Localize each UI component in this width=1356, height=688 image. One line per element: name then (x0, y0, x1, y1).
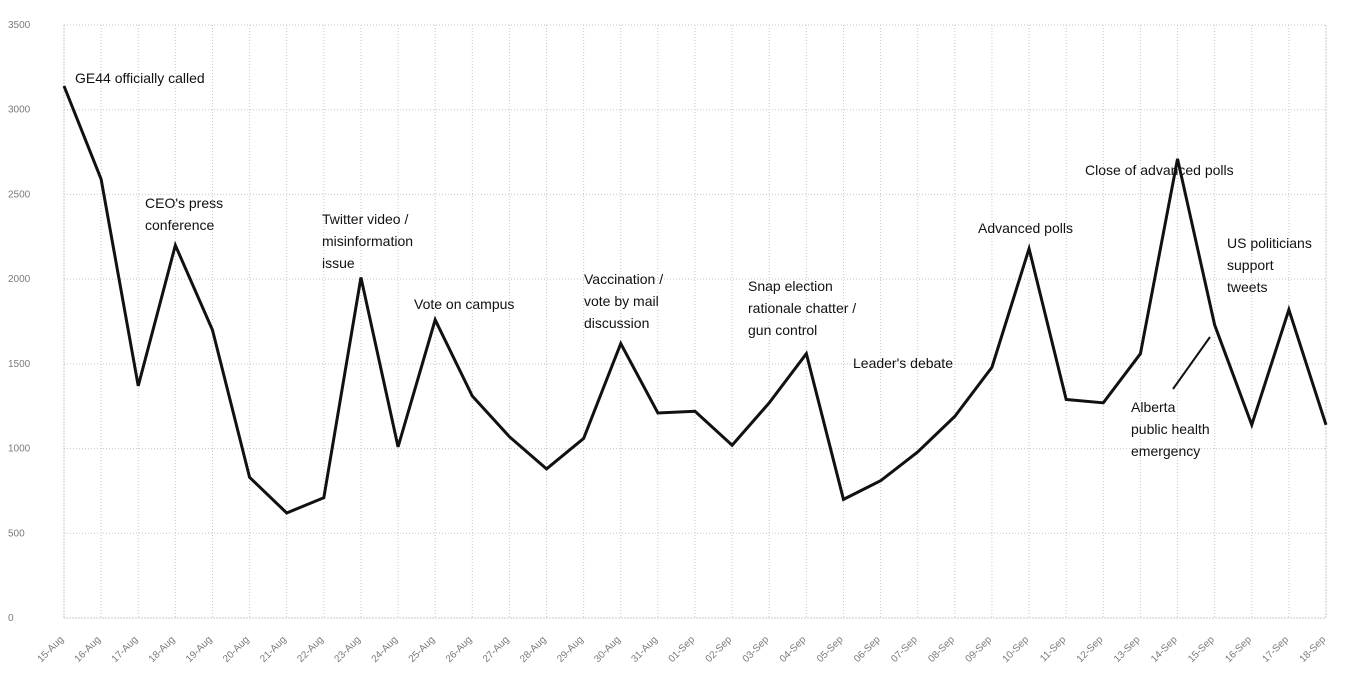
x-tick-label: 11-Sep (1038, 634, 1068, 664)
x-tick-label: 16-Sep (1223, 634, 1254, 665)
x-tick-label: 14-Sep (1149, 634, 1180, 665)
x-tick-label: 12-Sep (1075, 634, 1106, 665)
x-tick-label: 25-Aug (407, 634, 438, 665)
x-tick-label: 28-Aug (518, 634, 549, 665)
annotation-label: GE44 officially called (75, 70, 205, 86)
x-tick-label: 24-Aug (370, 634, 401, 665)
annotation-leader-line (1172, 336, 1211, 390)
x-tick-label: 30-Aug (592, 634, 623, 665)
x-tick-label: 08-Sep (926, 634, 957, 665)
x-tick-label: 23-Aug (332, 634, 363, 665)
x-tick-label: 01-Sep (667, 634, 698, 665)
x-tick-label: 18-Aug (147, 634, 178, 665)
y-tick-label: 2500 (8, 189, 31, 200)
x-tick-label: 06-Sep (852, 634, 883, 665)
x-tick-label: 05-Sep (815, 634, 846, 665)
x-tick-label: 15-Aug (36, 634, 67, 665)
series-layer (62, 85, 1328, 515)
x-tick-label: 19-Aug (184, 634, 215, 665)
y-tick-label: 3500 (8, 20, 31, 31)
x-tick-label: 13-Sep (1112, 634, 1143, 665)
annotation-label: Vaccination / vote by mail discussion (584, 271, 663, 331)
annotation-label: Advanced polls (978, 220, 1073, 236)
y-axis-tick-labels: 0 500 1000 1500 2000 2500 3000 3500 (8, 20, 31, 624)
x-tick-label: 15-Sep (1186, 634, 1217, 665)
x-tick-label: 07-Sep (889, 634, 920, 665)
annotation-label: Leader's debate (853, 355, 953, 371)
annotation-layer: GE44 officially called CEO's press confere… (75, 70, 1312, 459)
x-tick-label: 18-Sep (1298, 634, 1329, 665)
x-tick-label: 26-Aug (444, 634, 475, 665)
x-tick-label: 03-Sep (741, 634, 772, 665)
annotation-label: CEO's press conference (145, 195, 223, 233)
y-tick-label: 1000 (8, 444, 31, 455)
x-tick-label: 04-Sep (778, 634, 809, 665)
x-tick-label: 02-Sep (704, 634, 735, 665)
x-axis-tick-labels: 15-Aug 16-Aug 17-Aug 18-Aug 19-Aug 20-Aug 21-A… (36, 634, 1329, 665)
x-tick-label: 22-Aug (295, 634, 326, 665)
y-tick-label: 500 (8, 528, 25, 539)
x-tick-label: 27-Aug (481, 634, 512, 665)
x-tick-label: 31-Aug (629, 634, 660, 665)
x-tick-label: 20-Aug (221, 634, 252, 665)
annotation-label: US politicians support tweets (1227, 235, 1312, 295)
y-tick-label: 3000 (8, 105, 31, 116)
x-tick-label: 21-Aug (258, 634, 289, 665)
annotation-label: Twitter video / misinformation issue (322, 211, 413, 271)
annotation-label: Close of advanced polls (1085, 162, 1234, 178)
series-line (62, 85, 1328, 515)
x-tick-label: 09-Sep (963, 634, 994, 665)
annotation-label: Snap election rationale chatter / gun cont… (748, 278, 856, 338)
y-tick-label: 0 (8, 613, 14, 624)
x-tick-label: 17-Sep (1260, 634, 1291, 665)
y-tick-label: 2000 (8, 274, 31, 285)
x-tick-label: 10-Sep (1001, 634, 1032, 665)
grid-layer (63, 24, 1327, 619)
x-tick-label: 16-Aug (73, 634, 104, 665)
x-tick-label: 29-Aug (555, 634, 586, 665)
x-tick-label: 17-Aug (110, 634, 141, 665)
annotation-label: Alberta public health emergency (1131, 399, 1210, 459)
y-tick-label: 1500 (8, 359, 31, 370)
annotation-label: Vote on campus (414, 296, 514, 312)
